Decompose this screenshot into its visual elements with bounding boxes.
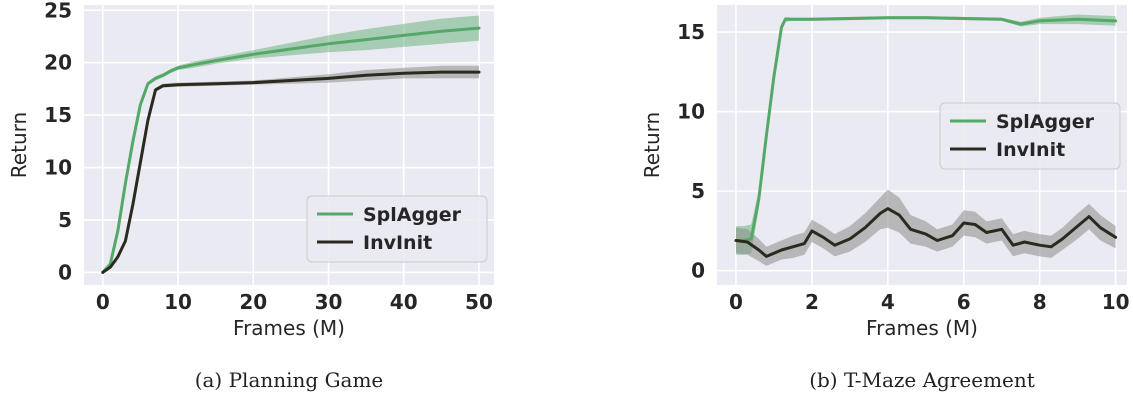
y-tick-label: 10 — [44, 156, 72, 180]
y-tick-label: 5 — [691, 179, 705, 203]
y-axis-label: Return — [7, 112, 31, 178]
y-tick-label: 25 — [44, 0, 72, 22]
grid — [84, 5, 494, 285]
y-tick-label: 5 — [58, 208, 72, 232]
x-tick-label: 30 — [315, 290, 343, 314]
x-tick-label: 4 — [881, 290, 895, 314]
y-tick-label: 15 — [677, 20, 705, 44]
series-line-invinit — [101, 70, 481, 274]
x-tick-label: 20 — [239, 290, 267, 314]
caption-t-maze-agreement: (b) T-Maze Agreement — [809, 368, 1035, 392]
series-line-splagger — [101, 26, 481, 274]
legend: SplAgger InvInit — [939, 102, 1121, 170]
legend-label-splagger: SplAgger — [996, 111, 1095, 133]
series-marks — [101, 15, 481, 274]
series-line-invinit — [734, 207, 1118, 258]
x-tick-label: 10 — [164, 290, 192, 314]
caption-planning-game: (a) Planning Game — [194, 368, 384, 392]
y-tick-label: 15 — [44, 103, 72, 127]
y-tick-label: 20 — [44, 51, 72, 75]
x-tick-label: 0 — [729, 290, 743, 314]
series-line-splagger — [734, 16, 1118, 242]
x-tick-label: 10 — [1102, 290, 1130, 314]
x-tick-label: 0 — [96, 290, 110, 314]
y-axis-label: Return — [640, 112, 664, 178]
x-axis-label: Frames (M) — [866, 316, 978, 340]
x-tick-label: 50 — [465, 290, 493, 314]
legend-label-invinit: InvInit — [996, 139, 1065, 161]
chart-t-maze-agreement: 0 2 4 6 8 10 0 5 10 15 Frames (M) Return SplAgger… — [640, 5, 1130, 340]
series-marks — [734, 14, 1118, 266]
tick-labels: 0 2 4 6 8 10 0 5 10 15 — [677, 20, 1129, 314]
legend-label-invinit: InvInit — [363, 232, 432, 254]
x-tick-label: 8 — [1033, 290, 1047, 314]
x-tick-label: 40 — [390, 290, 418, 314]
x-tick-label: 2 — [805, 290, 819, 314]
x-axis-label: Frames (M) — [233, 316, 345, 340]
y-tick-label: 0 — [58, 260, 72, 284]
legend-label-splagger: SplAgger — [363, 204, 462, 226]
y-tick-label: 10 — [677, 100, 705, 124]
legend: SplAgger InvInit — [306, 195, 488, 263]
tick-labels: 0 10 20 30 40 50 0 5 10 15 20 25 — [44, 0, 493, 314]
x-tick-label: 6 — [957, 290, 971, 314]
confidence-band-splagger — [102, 15, 480, 273]
confidence-band-invinit — [736, 189, 1116, 266]
y-tick-label: 0 — [691, 259, 705, 283]
